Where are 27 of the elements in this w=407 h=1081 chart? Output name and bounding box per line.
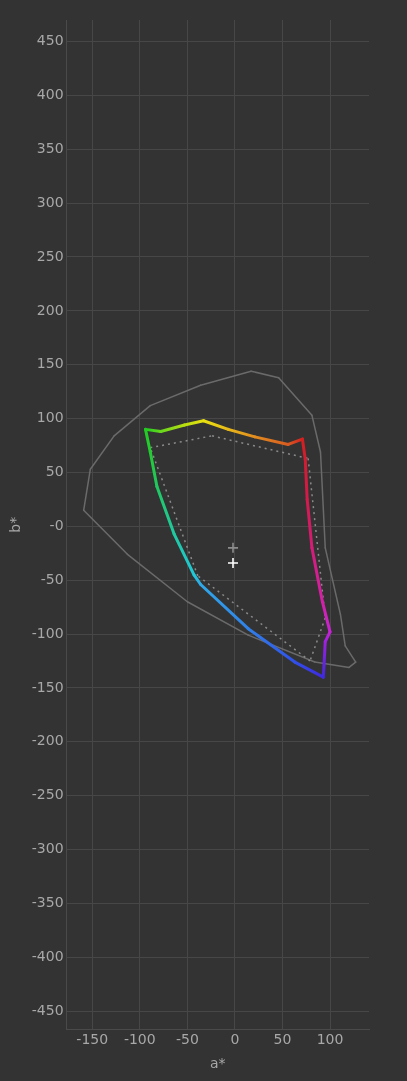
y-tick-label: -100 [31, 624, 64, 641]
y-tick-label: -350 [31, 894, 64, 910]
y-axis-title: b* [7, 516, 24, 533]
y-tick-label: 450 [36, 32, 64, 49]
x-tick-label: -50 [175, 1031, 199, 1048]
y-tick-label: -0 [49, 516, 64, 533]
y-tick-label: 350 [36, 139, 64, 156]
x-tick-label: 0 [230, 1031, 240, 1048]
x-tick-label: 100 [316, 1031, 344, 1048]
x-tick-label: -150 [76, 1031, 109, 1048]
y-tick-label: -50 [40, 570, 64, 587]
y-tick-label: 200 [36, 301, 64, 318]
y-tick-label: -250 [31, 786, 64, 803]
x-tick-label: 50 [273, 1031, 292, 1048]
y-tick-label: -300 [31, 840, 64, 857]
y-tick-label: 400 [36, 86, 64, 103]
y-tick-label: -150 [31, 678, 64, 695]
y-tick-label: -400 [31, 947, 64, 964]
y-tick-label: 100 [36, 409, 64, 426]
x-axis-title: a* [209, 1055, 226, 1072]
y-tick-label: 250 [36, 247, 64, 264]
y-tick-label: 150 [36, 355, 64, 372]
y-tick-label: -450 [31, 1001, 64, 1018]
x-tick-label: -100 [123, 1031, 156, 1048]
y-tick-label: -200 [31, 732, 64, 749]
y-tick-label: 50 [45, 463, 64, 480]
y-tick-label: 300 [36, 193, 64, 210]
